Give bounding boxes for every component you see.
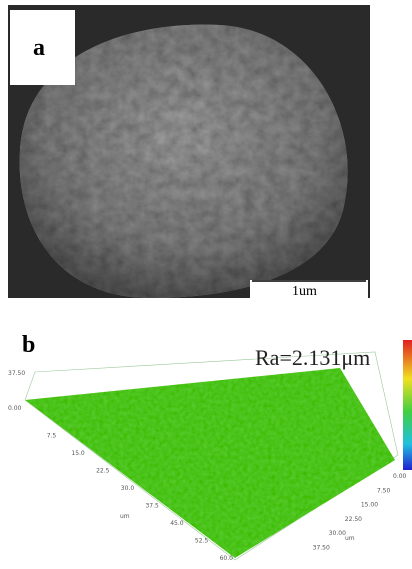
color-bar	[403, 340, 412, 470]
panel-label: a	[33, 35, 45, 61]
roughness-annotation: Ra=2.131μm	[255, 345, 370, 370]
right-tick-label: 22.50	[345, 516, 362, 523]
scale-bar-label: 1um	[292, 284, 317, 299]
right-tick-label: 30.00	[329, 530, 346, 537]
right-tick-label: 15.00	[361, 502, 378, 509]
left-tick-label: 45.0	[170, 520, 184, 527]
left-tick-label: 7.5	[47, 432, 57, 439]
left-tick-label: 22.5	[96, 467, 110, 474]
panel-a: a 1um	[8, 5, 370, 299]
right-tick-label: 7.50	[377, 487, 391, 494]
right-axis-unit: um	[345, 535, 355, 542]
left-tick-label: 60.0	[220, 555, 234, 562]
left-tick-label: 37.5	[145, 502, 159, 509]
left-tick-label: 15.0	[71, 450, 85, 457]
right-tick-label: 0.00	[393, 473, 407, 480]
figure: a 1um b Ra=2.131μm 37.50 0.00 7.5 15.0 22.5 3…	[0, 0, 412, 569]
panel-label: b	[22, 332, 35, 358]
left-axis-unit: um	[120, 513, 130, 520]
z-tick-label: 37.50	[8, 370, 25, 377]
panel-b: b Ra=2.131μm 37.50 0.00 7.5 15.0 22.5 30.0 37.…	[8, 332, 412, 562]
z-tick-label: 0.00	[8, 405, 22, 412]
left-tick-label: 52.5	[195, 537, 209, 544]
left-tick-label: 30.0	[121, 485, 135, 492]
right-tick-label: 37.50	[313, 544, 330, 551]
